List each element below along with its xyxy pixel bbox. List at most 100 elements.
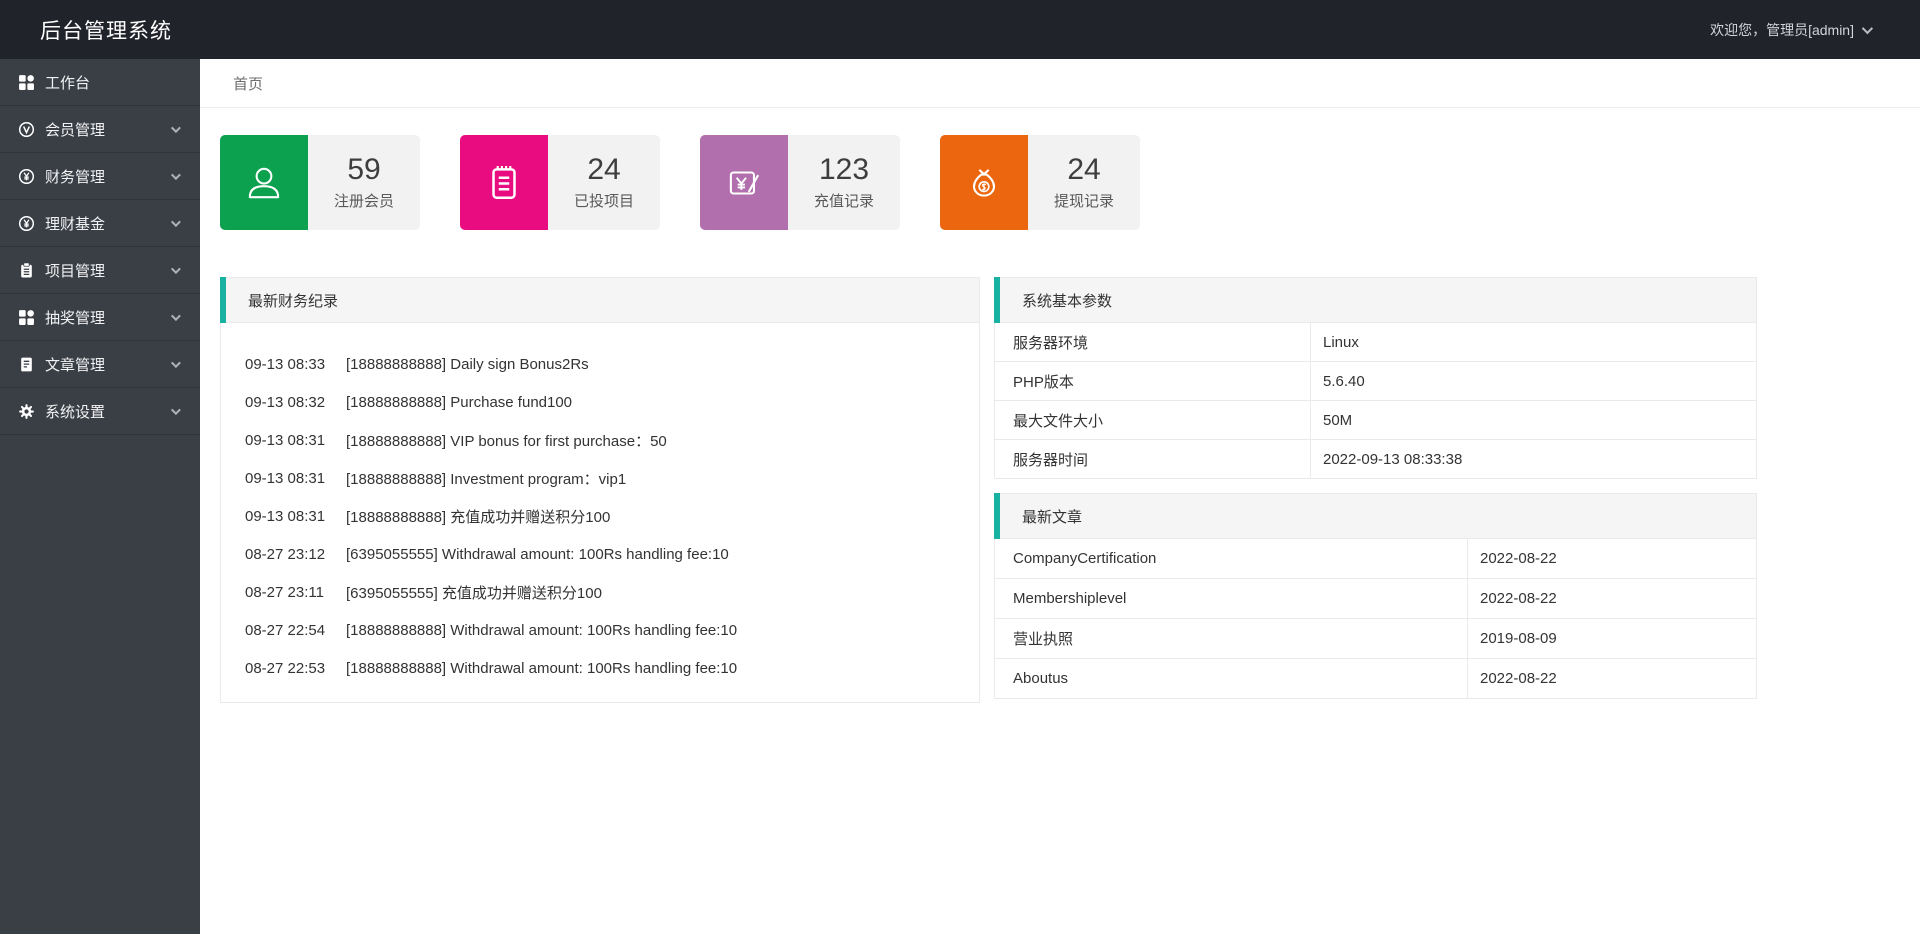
stat-value: 24 (1067, 153, 1101, 187)
stat-value: 123 (818, 153, 870, 187)
user-icon (220, 135, 308, 230)
param-value: 5.6.40 (1323, 372, 1365, 390)
param-value: Linux (1323, 333, 1359, 351)
stat-card-info: 123 充值记录 (788, 135, 900, 230)
article-title: Aboutus (995, 659, 1468, 698)
param-value: 50M (1323, 411, 1353, 429)
finance-record: 09-13 08:33 [18888888888] Daily sign Bon… (221, 345, 979, 383)
stat-label: 充值记录 (813, 192, 874, 210)
chevron-down-icon (170, 122, 181, 133)
stat-card-invested-projects[interactable]: 24 已投项目 (460, 135, 660, 230)
yen-circle-icon (18, 168, 35, 185)
panel-title: 最新文章 (994, 493, 1757, 539)
chevron-down-icon (170, 169, 181, 180)
user-menu[interactable]: 欢迎您，管理员[admin] (1710, 20, 1920, 40)
stat-card-withdraw-records[interactable]: 24 提现记录 (940, 135, 1140, 230)
chevron-down-icon (170, 310, 181, 321)
table-row: Membershiplevel 2022-08-22 (994, 579, 1757, 619)
finance-record: 08-27 23:12 [6395055555] Withdrawal amou… (221, 535, 979, 573)
panel-title: 最新财务纪录 (220, 277, 980, 323)
stat-cards-row: 59 注册会员 24 已投项目 123 充值记录 (220, 135, 1920, 230)
param-label: 最大文件大小 (995, 401, 1311, 439)
chevron-down-icon (170, 404, 181, 415)
chevron-down-icon (170, 216, 181, 227)
document-icon (18, 356, 35, 373)
record-text: [18888888888] Investment program：vip1 (346, 470, 627, 488)
finance-record: 09-13 08:31 [18888888888] Investment pro… (221, 459, 979, 497)
sidebar-item-articles[interactable]: 文章管理 (0, 341, 200, 388)
sidebar-item-funds[interactable]: 理财基金 (0, 200, 200, 247)
panel-system-params: 系统基本参数 服务器环境 Linux PHP版本 5.6.40 最大文件大小 5… (994, 277, 1757, 479)
welcome-text: 欢迎您，管理员[admin] (1710, 21, 1854, 38)
grid-icon (18, 74, 35, 91)
finance-record: 08-27 22:54 [18888888888] Withdrawal amo… (221, 611, 979, 649)
article-date: 2019-08-09 (1480, 630, 1557, 647)
sidebar-item-settings[interactable]: 系统设置 (0, 388, 200, 435)
chevron-down-icon (170, 263, 181, 274)
stat-card-recharge-records[interactable]: 123 充值记录 (700, 135, 900, 230)
table-row: 服务器时间 2022-09-13 08:33:38 (994, 440, 1757, 479)
table-row: CompanyCertification 2022-08-22 (994, 539, 1757, 579)
panel-finance-records: 最新财务纪录 09-13 08:33 [18888888888] Daily s… (220, 277, 980, 703)
sidebar-item-lottery[interactable]: 抽奖管理 (0, 294, 200, 341)
record-time: 08-27 22:53 (245, 659, 326, 677)
sidebar-item-members[interactable]: 会员管理 (0, 106, 200, 153)
chevron-down-icon (1861, 22, 1874, 34)
sidebar-item-finance[interactable]: 财务管理 (0, 153, 200, 200)
stat-label: 已投项目 (573, 192, 634, 210)
article-date: 2022-08-22 (1480, 670, 1557, 687)
stat-value: 59 (347, 153, 381, 187)
param-label: PHP版本 (995, 362, 1311, 400)
record-time: 09-13 08:31 (245, 469, 326, 487)
article-title: 营业执照 (995, 619, 1468, 658)
stat-card-info: 24 提现记录 (1028, 135, 1140, 230)
article-date: 2022-08-22 (1480, 550, 1557, 567)
record-time: 09-13 08:33 (245, 355, 326, 373)
app-title: 后台管理系统 (40, 19, 172, 43)
param-label: 服务器环境 (995, 323, 1311, 361)
article-title: Membershiplevel (995, 579, 1468, 618)
record-text: [18888888888] Withdrawal amount: 100Rs h… (346, 659, 738, 677)
table-row: 最大文件大小 50M (994, 401, 1757, 440)
article-date: 2022-08-22 (1480, 590, 1557, 607)
panels-row: 最新财务纪录 09-13 08:33 [18888888888] Daily s… (220, 277, 1920, 703)
top-bar: 后台管理系统 欢迎您，管理员[admin] (0, 0, 1920, 59)
table-row: 营业执照 2019-08-09 (994, 619, 1757, 659)
record-text: [18888888888] VIP bonus for first purcha… (346, 432, 667, 450)
recharge-icon (700, 135, 788, 230)
record-time: 09-13 08:31 (245, 431, 326, 449)
table-row: Aboutus 2022-08-22 (994, 659, 1757, 699)
param-label: 服务器时间 (995, 440, 1311, 478)
moneybag-icon (940, 135, 1028, 230)
finance-record: 08-27 22:53 [18888888888] Withdrawal amo… (221, 649, 979, 687)
stat-card-members[interactable]: 59 注册会员 (220, 135, 420, 230)
record-time: 09-13 08:32 (245, 393, 326, 411)
stat-card-info: 59 注册会员 (308, 135, 420, 230)
finance-records-list: 09-13 08:33 [18888888888] Daily sign Bon… (220, 323, 980, 703)
clipboard-icon (18, 261, 35, 279)
stat-label: 注册会员 (333, 192, 394, 210)
breadcrumb-home[interactable]: 首页 (233, 75, 264, 93)
sidebar-item-projects[interactable]: 项目管理 (0, 247, 200, 294)
stat-card-info: 24 已投项目 (548, 135, 660, 230)
clipboard-icon (460, 135, 548, 230)
panel-title: 系统基本参数 (994, 277, 1757, 323)
stat-label: 提现记录 (1053, 192, 1114, 210)
record-text: [6395055555] Withdrawal amount: 100Rs ha… (346, 545, 729, 563)
member-icon (18, 121, 35, 138)
sidebar-item-workbench[interactable]: 工作台 (0, 59, 200, 106)
record-time: 08-27 23:12 (245, 545, 326, 563)
record-text: [18888888888] Purchase fund100 (346, 393, 573, 411)
yen-circle-icon (18, 215, 35, 232)
panel-latest-articles: 最新文章 CompanyCertification 2022-08-22 Mem… (994, 493, 1757, 699)
record-text: [6395055555] 充值成功并赠送积分100 (346, 584, 602, 602)
record-text: [18888888888] 充值成功并赠送积分100 (346, 508, 611, 526)
breadcrumb: 首页 (200, 59, 1920, 108)
record-text: [18888888888] Daily sign Bonus2Rs (346, 355, 589, 373)
param-value: 2022-09-13 08:33:38 (1323, 450, 1463, 468)
sidebar: 工作台 会员管理 财务管理 理财基金 项目管理 抽奖管理 文章管理 系统设置 (0, 59, 200, 934)
finance-record: 09-13 08:31 [18888888888] VIP bonus for … (221, 421, 979, 459)
record-time: 08-27 22:54 (245, 621, 326, 639)
right-column: 系统基本参数 服务器环境 Linux PHP版本 5.6.40 最大文件大小 5… (994, 277, 1757, 699)
stat-value: 24 (587, 153, 621, 187)
